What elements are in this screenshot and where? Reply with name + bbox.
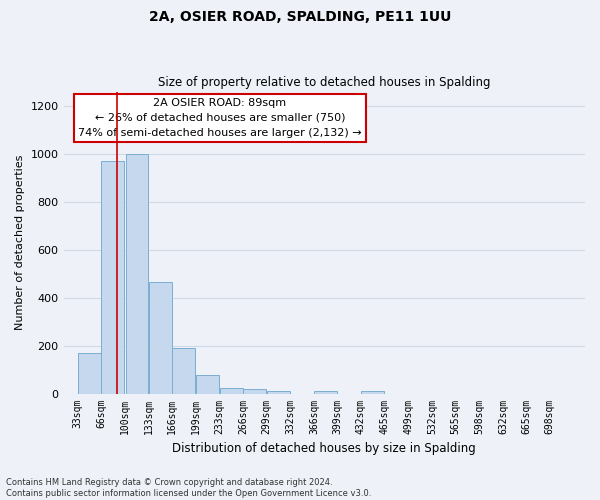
Text: Contains HM Land Registry data © Crown copyright and database right 2024.
Contai: Contains HM Land Registry data © Crown c…: [6, 478, 371, 498]
Bar: [172, 348, 195, 394]
Bar: [314, 391, 337, 394]
Bar: [267, 391, 290, 394]
Title: Size of property relative to detached houses in Spalding: Size of property relative to detached ho…: [158, 76, 491, 90]
Bar: [244, 389, 266, 394]
Bar: [196, 375, 218, 394]
X-axis label: Distribution of detached houses by size in Spalding: Distribution of detached houses by size …: [172, 442, 476, 455]
Bar: [78, 353, 101, 394]
Bar: [125, 154, 148, 394]
Bar: [101, 162, 124, 394]
Text: 2A, OSIER ROAD, SPALDING, PE11 1UU: 2A, OSIER ROAD, SPALDING, PE11 1UU: [149, 10, 451, 24]
Bar: [220, 388, 243, 394]
Text: 2A OSIER ROAD: 89sqm
← 26% of detached houses are smaller (750)
74% of semi-deta: 2A OSIER ROAD: 89sqm ← 26% of detached h…: [78, 98, 362, 138]
Bar: [361, 391, 384, 394]
Y-axis label: Number of detached properties: Number of detached properties: [15, 155, 25, 330]
Bar: [149, 282, 172, 394]
